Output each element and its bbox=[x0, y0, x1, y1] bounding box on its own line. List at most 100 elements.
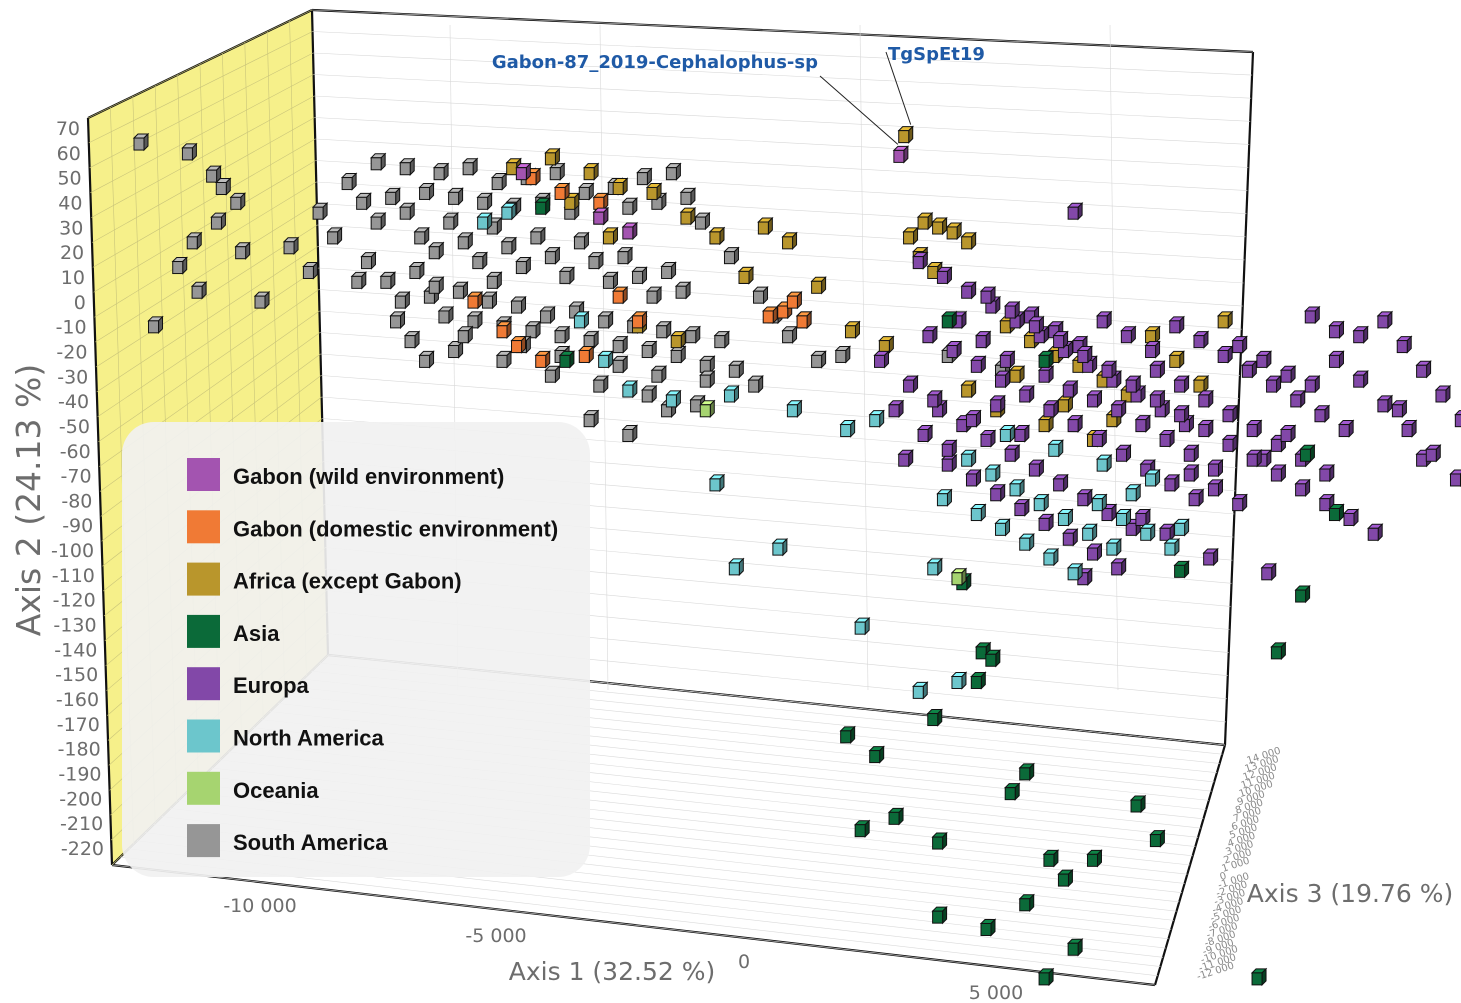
data-point bbox=[471, 251, 489, 270]
legend: Gabon (wild environment) Gabon (domestic … bbox=[122, 422, 590, 877]
z-tick-label: 0 bbox=[1219, 871, 1228, 883]
data-point bbox=[1086, 849, 1103, 868]
data-point bbox=[360, 251, 377, 270]
data-point bbox=[1425, 444, 1442, 463]
y-tick-label: -80 bbox=[61, 490, 92, 512]
y-tick-label: -160 bbox=[56, 689, 99, 711]
data-point bbox=[1173, 560, 1190, 579]
data-point bbox=[1120, 325, 1137, 344]
data-point bbox=[587, 251, 605, 270]
data-point bbox=[965, 409, 982, 428]
data-point bbox=[1241, 360, 1258, 379]
data-point bbox=[665, 162, 682, 181]
data-point bbox=[553, 325, 571, 344]
data-point bbox=[708, 226, 726, 246]
z-axis-label: Axis 3 (19.76 %) bbox=[1247, 879, 1453, 908]
data-point bbox=[602, 271, 619, 290]
data-point bbox=[1095, 310, 1113, 330]
data-point bbox=[1037, 414, 1055, 433]
data-point bbox=[737, 266, 755, 285]
data-point bbox=[1207, 478, 1224, 498]
data-point bbox=[950, 671, 968, 690]
data-point bbox=[553, 182, 571, 201]
data-point bbox=[1454, 410, 1461, 428]
data-point bbox=[1391, 399, 1408, 419]
data-point bbox=[369, 211, 387, 231]
data-point bbox=[931, 905, 948, 925]
data-point bbox=[1187, 488, 1205, 507]
y-tick-label: 60 bbox=[57, 143, 81, 165]
data-point bbox=[892, 145, 910, 164]
data-point bbox=[960, 231, 977, 251]
data-point bbox=[970, 503, 987, 522]
x-tick-label: -5 000 bbox=[465, 925, 526, 947]
data-point bbox=[611, 335, 629, 354]
data-point bbox=[650, 365, 668, 384]
data-point bbox=[1149, 389, 1166, 409]
data-point bbox=[878, 335, 895, 354]
y-tick-label: 50 bbox=[57, 168, 81, 190]
data-point bbox=[476, 211, 493, 231]
data-point bbox=[457, 325, 474, 344]
data-point bbox=[147, 315, 164, 335]
data-point bbox=[582, 162, 600, 181]
data-point bbox=[1434, 384, 1452, 404]
data-point bbox=[311, 201, 329, 221]
data-point bbox=[457, 231, 474, 251]
data-point bbox=[592, 374, 610, 394]
data-point bbox=[1110, 557, 1127, 577]
data-point bbox=[839, 419, 856, 438]
data-point bbox=[1376, 394, 1394, 414]
data-point bbox=[1134, 508, 1152, 527]
data-point bbox=[781, 325, 798, 344]
data-point bbox=[1245, 419, 1263, 438]
data-point bbox=[539, 305, 556, 325]
data-point bbox=[897, 448, 914, 468]
data-point bbox=[621, 197, 639, 216]
data-point bbox=[853, 616, 871, 636]
data-point bbox=[970, 355, 987, 374]
data-point bbox=[1042, 849, 1060, 868]
legend-box bbox=[122, 422, 590, 877]
data-point bbox=[1062, 379, 1079, 399]
data-point bbox=[1018, 762, 1035, 782]
data-point bbox=[645, 182, 663, 201]
data-point bbox=[621, 379, 639, 399]
data-point bbox=[500, 236, 518, 255]
legend-swatch bbox=[187, 458, 220, 491]
legend-label: South America bbox=[233, 830, 388, 855]
data-point bbox=[1003, 444, 1021, 463]
data-point bbox=[1105, 537, 1123, 557]
y-tick-label: -200 bbox=[59, 788, 102, 810]
data-point bbox=[1018, 384, 1035, 404]
legend-label: North America bbox=[233, 726, 385, 751]
data-point bbox=[786, 290, 803, 310]
data-point bbox=[181, 142, 198, 162]
data-point bbox=[640, 340, 658, 359]
data-point bbox=[994, 369, 1011, 389]
data-point bbox=[699, 399, 716, 419]
data-point bbox=[340, 172, 358, 191]
data-point bbox=[1100, 360, 1118, 379]
data-point bbox=[1081, 523, 1098, 542]
legend-label: Gabon (domestic environment) bbox=[233, 516, 558, 541]
legend-swatch bbox=[187, 824, 220, 858]
data-point bbox=[1066, 414, 1084, 433]
data-point bbox=[655, 320, 672, 339]
y-tick-label: -40 bbox=[58, 391, 89, 413]
data-point bbox=[1013, 424, 1031, 443]
data-point bbox=[558, 266, 576, 285]
data-point bbox=[1173, 404, 1190, 423]
data-point bbox=[1066, 562, 1084, 582]
data-point bbox=[1289, 389, 1306, 409]
data-point bbox=[723, 384, 740, 404]
data-point bbox=[578, 345, 595, 364]
data-point bbox=[132, 132, 150, 152]
data-point bbox=[989, 394, 1006, 414]
y-tick-label: -110 bbox=[52, 565, 95, 587]
data-point bbox=[573, 310, 590, 330]
data-point bbox=[984, 463, 1002, 483]
data-point bbox=[1255, 350, 1273, 369]
data-point bbox=[452, 281, 469, 300]
data-point bbox=[582, 330, 600, 349]
